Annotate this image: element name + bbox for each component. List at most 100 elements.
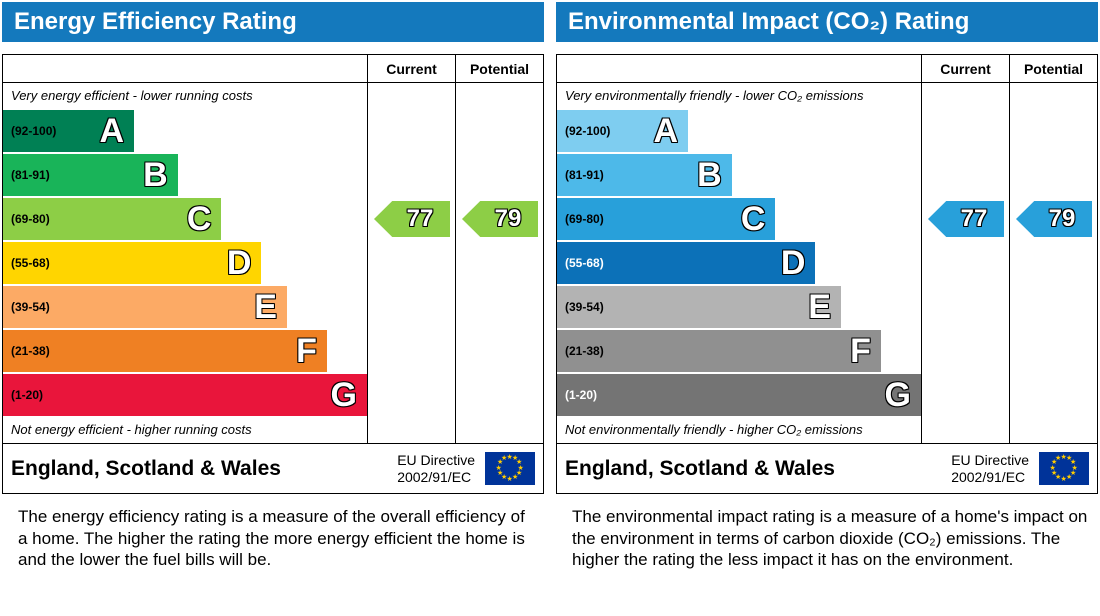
band-row: (81-91) B	[3, 153, 367, 197]
band-letter: G	[884, 376, 911, 414]
potential-rating-arrow: 79	[462, 201, 538, 237]
band-range: (1-20)	[11, 388, 44, 402]
band-e: (39-54) E	[3, 286, 287, 328]
eu-directive-label: EU Directive 2002/91/EC	[397, 452, 475, 484]
columns-header-row: Current Potential	[557, 55, 1097, 83]
band-row: (1-20) G	[3, 373, 367, 417]
potential-column-header: Potential	[1009, 55, 1097, 82]
current-rating-value: 77	[960, 205, 988, 232]
band-row: (21-38) F	[557, 329, 921, 373]
band-range: (39-54)	[11, 300, 50, 314]
energy-efficiency-panel: Energy Efficiency Rating Current Potenti…	[2, 2, 544, 571]
panel-title: Environmental Impact (CO₂) Rating	[568, 8, 970, 35]
potential-rating-arrow: 79	[1016, 201, 1092, 237]
band-letter: F	[850, 332, 871, 370]
band-letter: B	[143, 156, 168, 194]
band-a: (92-100) A	[3, 110, 135, 152]
potential-rating-value: 79	[1048, 205, 1076, 232]
band-f: (21-38) F	[3, 330, 327, 372]
bottom-note: Not energy efficient - higher running co…	[11, 422, 252, 437]
top-note: Very energy efficient - lower running co…	[11, 88, 253, 103]
band-range: (69-80)	[565, 212, 604, 226]
current-rating-value: 77	[406, 205, 434, 232]
panel-title: Energy Efficiency Rating	[14, 8, 297, 35]
chart-body: Very environmentally friendly - lower CO…	[557, 83, 1097, 443]
band-row: (92-100) A	[557, 109, 921, 153]
current-column: 77	[921, 83, 1009, 443]
band-row: (92-100) A	[3, 109, 367, 153]
epc-rating-page: Energy Efficiency Rating Current Potenti…	[2, 2, 1098, 571]
band-f: (21-38) F	[557, 330, 881, 372]
band-c: (69-80) C	[557, 198, 776, 240]
band-row: (55-68) D	[3, 241, 367, 285]
potential-column: 79	[455, 83, 543, 443]
top-note: Very environmentally friendly - lower CO…	[565, 88, 864, 103]
bottom-note: Not environmentally friendly - higher CO…	[565, 422, 863, 437]
band-e: (39-54) E	[557, 286, 841, 328]
current-column: 77	[367, 83, 455, 443]
band-range: (21-38)	[565, 344, 604, 358]
band-range: (55-68)	[565, 256, 604, 270]
eu-flag: ★ ★ ★ ★ ★ ★ ★ ★ ★ ★ ★ ★	[485, 452, 535, 485]
band-range: (81-91)	[565, 168, 604, 182]
band-letter: A	[99, 112, 125, 150]
corner-cell	[3, 55, 367, 82]
band-b: (81-91) B	[3, 154, 178, 196]
band-g: (1-20) G	[3, 374, 367, 416]
columns-header-row: Current Potential	[3, 55, 543, 83]
energy-panel-header: Energy Efficiency Rating	[2, 2, 544, 42]
potential-rating-value: 79	[494, 205, 522, 232]
band-row: (39-54) E	[557, 285, 921, 329]
band-range: (92-100)	[11, 124, 57, 138]
band-row: (81-91) B	[557, 153, 921, 197]
band-letter: D	[226, 244, 252, 282]
current-column-header: Current	[921, 55, 1009, 82]
band-b: (81-91) B	[557, 154, 732, 196]
band-letter: C	[186, 200, 212, 238]
bands-chart: Very energy efficient - lower running co…	[3, 83, 367, 443]
band-range: (69-80)	[11, 212, 50, 226]
band-letter: B	[697, 156, 722, 194]
environmental-panel-header: Environmental Impact (CO₂) Rating	[556, 2, 1098, 42]
band-range: (39-54)	[565, 300, 604, 314]
band-range: (1-20)	[565, 388, 598, 402]
corner-cell	[557, 55, 921, 82]
current-rating-arrow: 77	[374, 201, 450, 237]
band-range: (21-38)	[11, 344, 50, 358]
band-letter: E	[254, 288, 277, 326]
chart-body: Very energy efficient - lower running co…	[3, 83, 543, 443]
band-range: (55-68)	[11, 256, 50, 270]
footer-row: England, Scotland & Wales EU Directive 2…	[557, 443, 1097, 493]
eu-directive-line2: 2002/91/EC	[951, 468, 1026, 485]
environmental-impact-panel: Environmental Impact (CO₂) Rating Curren…	[556, 2, 1098, 571]
bands-chart: Very environmentally friendly - lower CO…	[557, 83, 921, 443]
band-c: (69-80) C	[3, 198, 222, 240]
current-rating-arrow: 77	[928, 201, 1004, 237]
band-letter: D	[780, 244, 806, 282]
eu-directive-label: EU Directive 2002/91/EC	[951, 452, 1029, 484]
band-range: (81-91)	[11, 168, 50, 182]
potential-column: 79	[1009, 83, 1097, 443]
band-range: (92-100)	[565, 124, 611, 138]
potential-column-header: Potential	[455, 55, 543, 82]
band-row: (21-38) F	[3, 329, 367, 373]
band-row: (69-80) C	[557, 197, 921, 241]
eu-directive-line1: EU Directive	[951, 452, 1029, 469]
energy-description: The energy efficiency rating is a measur…	[18, 507, 525, 570]
band-letter: A	[653, 112, 679, 150]
band-row: (1-20) G	[557, 373, 921, 417]
eu-directive-line1: EU Directive	[397, 452, 475, 469]
environmental-chart-box: Current Potential Very environmentally f…	[556, 54, 1098, 494]
band-row: (39-54) E	[3, 285, 367, 329]
band-letter: C	[740, 200, 766, 238]
band-letter: F	[296, 332, 317, 370]
band-letter: E	[808, 288, 831, 326]
region-label: England, Scotland & Wales	[11, 456, 281, 480]
environmental-description: The environmental impact rating is a mea…	[572, 507, 1088, 570]
band-d: (55-68) D	[557, 242, 816, 284]
energy-chart-box: Current Potential Very energy efficient …	[2, 54, 544, 494]
band-g: (1-20) G	[557, 374, 921, 416]
eu-directive-line2: 2002/91/EC	[397, 468, 472, 485]
band-row: (69-80) C	[3, 197, 367, 241]
region-label: England, Scotland & Wales	[565, 456, 835, 480]
